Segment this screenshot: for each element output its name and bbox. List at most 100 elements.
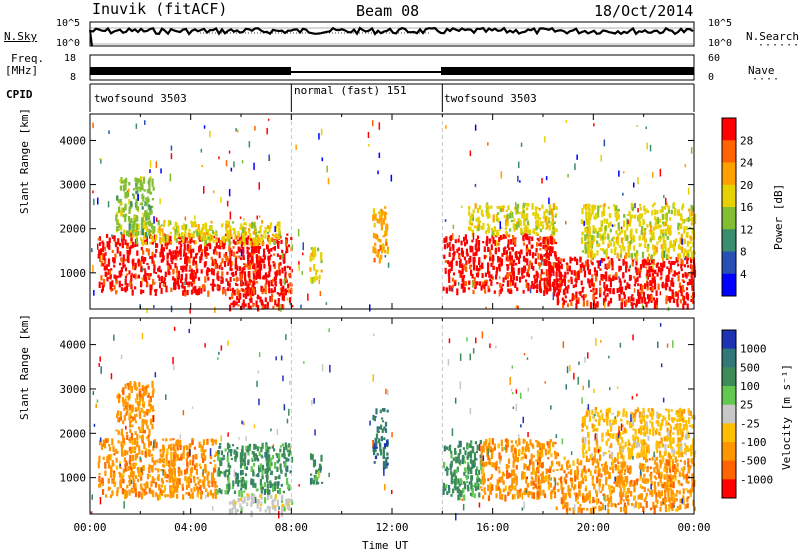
velocity-cell: [480, 486, 483, 489]
velocity-cell: [446, 471, 449, 476]
power-cell: [295, 144, 297, 150]
velocity-cell: [176, 486, 179, 493]
power-cell: [170, 287, 173, 292]
velocity-cell: [537, 485, 540, 489]
power-cell: [187, 248, 190, 254]
power-cell: [555, 293, 559, 297]
velocity-cell: [310, 473, 313, 476]
power-cell: [164, 234, 167, 242]
power-cell: [672, 274, 675, 277]
power-cell: [279, 262, 282, 266]
power-cell: [630, 202, 633, 210]
power-cell: [646, 223, 649, 228]
power-cell: [669, 240, 672, 247]
velocity-cell: [507, 458, 511, 465]
velocity-cell: [131, 424, 134, 428]
velocity-cell: [382, 447, 385, 454]
power-cell: [287, 244, 290, 248]
power-cell: [486, 215, 490, 219]
velocity-cell: [655, 477, 658, 480]
power-cell: [498, 276, 501, 280]
power-cell: [108, 270, 112, 276]
power-cell: [382, 246, 385, 251]
power-cell: [380, 212, 384, 217]
power-cell: [551, 230, 554, 237]
power-cell: [443, 254, 446, 259]
power-cell: [554, 241, 558, 245]
velocity-cell: [122, 404, 125, 407]
velocity-cell: [211, 438, 214, 446]
velocity-cell: [653, 466, 656, 473]
power-cell: [645, 126, 647, 129]
velocity-cell: [187, 451, 190, 459]
freq-band-1: [90, 67, 291, 75]
power-cell: [488, 241, 491, 244]
power-cell: [463, 256, 466, 261]
power-cell: [493, 226, 496, 233]
power-cell: [209, 225, 213, 230]
power-cell: [552, 222, 555, 227]
velocity-cell: [232, 480, 235, 487]
power-cell: [570, 270, 573, 275]
velocity-cell: [121, 487, 124, 495]
power-cell: [240, 273, 243, 280]
power-cell: [241, 267, 244, 274]
power-cell: [236, 265, 239, 271]
power-cell: [689, 226, 692, 229]
power-cell: [646, 287, 649, 291]
power-cell: [649, 280, 652, 286]
power-cell: [169, 173, 172, 182]
power-cell: [147, 212, 151, 216]
power-cell: [585, 212, 588, 219]
power-cell: [157, 220, 160, 226]
power-cell: [466, 252, 469, 257]
power-cell: [130, 237, 133, 243]
power-cell: [158, 276, 161, 282]
power-cell: [479, 281, 482, 286]
power-cell: [613, 204, 616, 208]
power-cell: [206, 236, 209, 241]
velocity-cell: [122, 400, 125, 407]
power-cell: [145, 276, 148, 282]
power-cell: [149, 256, 152, 260]
power-cell: [507, 244, 510, 248]
power-cell: [193, 278, 196, 285]
velocity-cell: [138, 426, 141, 430]
power-cell: [631, 294, 634, 297]
velocity-cell: [192, 475, 195, 479]
power-cell: [664, 232, 667, 237]
power-cell: [687, 255, 690, 261]
velocity-cell: [143, 489, 146, 493]
velocity-cell: [514, 456, 518, 462]
velocity-cell: [667, 475, 670, 480]
power-cell: [672, 248, 676, 252]
power-cell: [490, 274, 493, 279]
power-cell: [618, 258, 621, 261]
power-cell: [613, 243, 616, 246]
power-cell: [180, 273, 183, 281]
power-cell: [165, 245, 168, 250]
power-cell: [541, 278, 544, 281]
power-cell: [213, 259, 216, 266]
velocity-cell: [173, 444, 176, 451]
power-cell: [458, 269, 461, 274]
velocity-cell: [454, 447, 457, 455]
power-cell: [616, 252, 619, 259]
power-cell: [244, 263, 247, 268]
velocity-cell: [131, 472, 134, 476]
velocity-cell: [251, 458, 254, 462]
velocity-cell: [171, 484, 174, 488]
velocity-cell: [116, 487, 119, 493]
power-cell: [183, 249, 186, 254]
power-cell: [386, 250, 389, 255]
power-cell: [557, 263, 561, 268]
velocity-cell: [239, 464, 243, 469]
velocity-cell: [555, 506, 558, 511]
velocity-cell: [542, 489, 545, 496]
power-cell: [474, 252, 477, 257]
power-cell: [548, 277, 551, 281]
power-cell: [239, 227, 242, 230]
velocity-cell: [169, 446, 172, 449]
power-cell: [256, 215, 258, 220]
power-cell: [534, 206, 537, 212]
